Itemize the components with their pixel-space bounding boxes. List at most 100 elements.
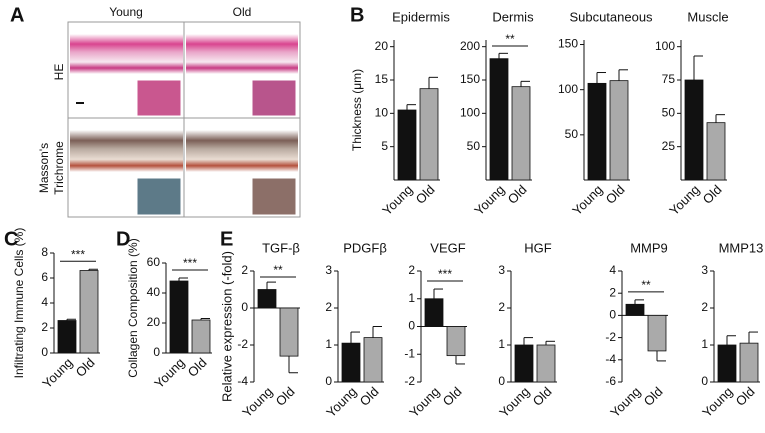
- panel-label: B: [350, 4, 364, 26]
- y-tick-label: 1: [701, 337, 708, 351]
- mt-old-inset: [251, 177, 297, 216]
- y-tick-label: 2: [41, 320, 48, 334]
- panel-label: D: [116, 228, 130, 250]
- x-tick-label: Young: [151, 355, 187, 391]
- y-tick-label: 100: [558, 82, 578, 96]
- bar: [514, 344, 534, 383]
- x-tick-label: Young: [406, 384, 442, 420]
- x-tick-label: Young: [496, 384, 532, 420]
- panel-label: A: [10, 4, 24, 26]
- y-tick-label: 8: [41, 245, 48, 259]
- y-tick-label: -2: [237, 337, 248, 351]
- bar: [397, 109, 417, 181]
- chart-title: Epidermis: [392, 9, 450, 24]
- y-tick-label: 50: [662, 106, 676, 120]
- x-tick-label: Old: [700, 182, 725, 207]
- x-tick-label: Old: [733, 384, 758, 409]
- y-tick-label: 100: [460, 106, 480, 120]
- chart-title: PDGFβ: [343, 240, 387, 255]
- y-tick-label: 75: [662, 72, 676, 86]
- y-tick-label: 100: [655, 39, 675, 53]
- y-tick-label: 2: [241, 263, 248, 277]
- x-tick-label: Young: [379, 182, 415, 218]
- bar: [169, 280, 189, 354]
- chart-title: Subcutaneous: [569, 9, 653, 24]
- y-axis-label: Thickness (μm): [350, 69, 364, 151]
- x-tick-label: Young: [323, 384, 359, 420]
- bar: [489, 58, 509, 181]
- bar: [446, 326, 466, 357]
- y-tick-label: -4: [237, 374, 248, 388]
- y-axis-label: Infiltrating Immune Cells (%): [12, 228, 26, 379]
- bar: [511, 86, 531, 181]
- bar: [279, 307, 299, 357]
- bar: [191, 319, 211, 354]
- x-tick-label: Old: [440, 384, 465, 409]
- y-tick-label: 0: [609, 308, 616, 322]
- x-tick-label: Young: [699, 384, 735, 420]
- y-tick-label: 2: [498, 300, 505, 314]
- bar: [536, 344, 556, 383]
- y-tick-label: 50: [467, 139, 481, 153]
- y-tick-label: 2: [609, 285, 616, 299]
- x-tick-label: Young: [607, 384, 643, 420]
- chart-title: Muscle: [687, 9, 728, 24]
- x-tick-label: Old: [185, 355, 210, 380]
- y-tick-label: 3: [325, 263, 332, 277]
- y-tick-label: -2: [605, 330, 616, 344]
- y-tick-label: 2: [408, 263, 415, 277]
- x-tick-label: Young: [239, 384, 275, 420]
- y-tick-label: 20: [147, 315, 161, 329]
- y-tick-label: 40: [147, 285, 161, 299]
- y-tick-label: 4: [41, 295, 48, 309]
- chart-title: MMP9: [630, 240, 668, 255]
- bar: [684, 79, 704, 181]
- y-tick-label: 2: [325, 300, 332, 314]
- he-young-image: [70, 34, 183, 74]
- significance-label: **: [273, 263, 283, 277]
- bar: [57, 320, 77, 354]
- x-tick-label: Old: [357, 384, 382, 409]
- y-tick-label: 0: [701, 374, 708, 388]
- bar: [424, 298, 444, 327]
- y-tick-label: 0: [241, 300, 248, 314]
- x-tick-label: Young: [569, 182, 605, 218]
- significance-label: ***: [71, 247, 85, 261]
- chart-title: Dermis: [492, 9, 534, 24]
- y-tick-label: 3: [498, 263, 505, 277]
- x-tick-label: Old: [641, 384, 666, 409]
- y-tick-label: 5: [381, 139, 388, 153]
- row-label: Masson's: [37, 143, 51, 193]
- chart-title: MMP13: [719, 240, 764, 255]
- histology-panel: Young Old HE Masson's Trichrome: [37, 5, 301, 218]
- significance-label: **: [641, 278, 651, 292]
- x-tick-label: Old: [530, 384, 555, 409]
- y-tick-label: 4: [609, 263, 616, 277]
- bar: [647, 314, 667, 352]
- he-old-image: [186, 34, 298, 74]
- panel-label: E: [220, 228, 233, 250]
- column-label: Young: [109, 5, 143, 19]
- significance-label: **: [505, 32, 515, 46]
- x-tick-label: Old: [273, 384, 298, 409]
- y-axis-label: Collagen Composition (%): [126, 238, 140, 377]
- y-tick-label: 0: [498, 374, 505, 388]
- y-tick-label: 0: [41, 345, 48, 359]
- chart-title: HGF: [524, 240, 552, 255]
- bar: [717, 344, 737, 383]
- mt-young-image: [70, 130, 183, 172]
- y-tick-label: -1: [404, 346, 415, 360]
- bar: [706, 122, 726, 181]
- y-tick-label: 2: [701, 300, 708, 314]
- x-tick-label: Old: [413, 182, 438, 207]
- mt-young-inset: [136, 177, 182, 216]
- y-tick-label: 200: [460, 39, 480, 53]
- y-tick-label: 1: [408, 291, 415, 305]
- he-old-inset: [251, 79, 297, 117]
- panel-label: C: [4, 228, 18, 250]
- y-tick-label: 150: [558, 37, 578, 51]
- bar: [609, 80, 629, 181]
- y-tick-label: 1: [325, 337, 332, 351]
- bar: [419, 88, 439, 181]
